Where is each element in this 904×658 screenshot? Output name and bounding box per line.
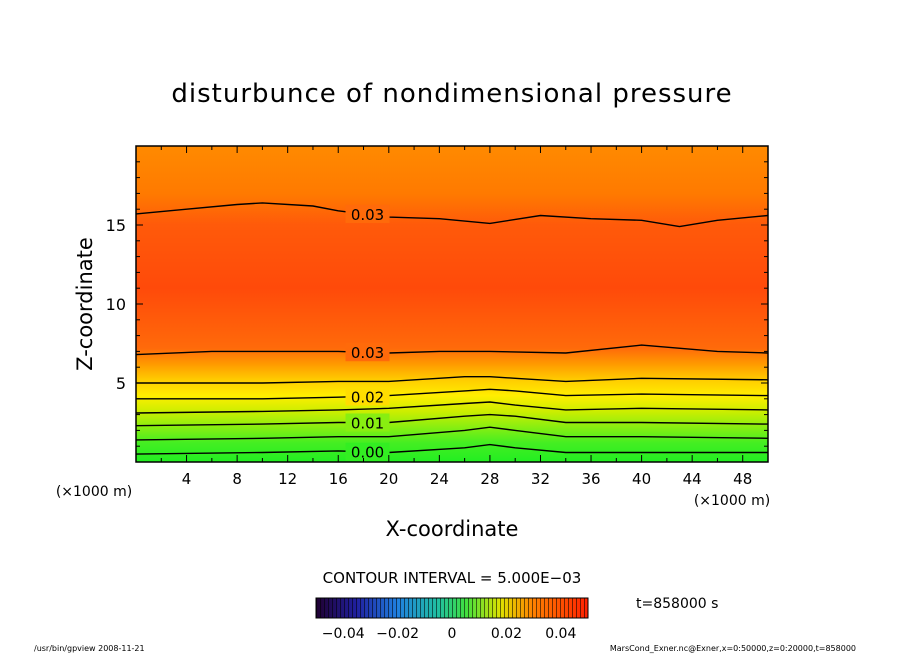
contour-labels: 0.00 0.01 0.02 0.03 0.03 [345,204,390,462]
y-axis-label: Z-coordinate [73,237,97,371]
contour-label-bg [345,413,390,432]
time-label: t=858000 s [636,596,718,612]
contour-label-bg [345,442,390,461]
x-tick-label: 32 [531,470,550,488]
colorbar-tick-label: −0.04 [322,626,365,642]
x-tick-label: 36 [581,470,600,488]
colorbar-ticks: −0.04 −0.02 0 0.02 0.04 [322,626,577,642]
y-axis: 5 10 15 [106,161,768,447]
contour-label: 0.03 [351,344,384,362]
x-axis: 4 8 12 16 20 24 28 32 36 40 44 48 [160,146,752,488]
y-tick-label: 5 [116,374,126,393]
contour-interval-text: CONTOUR INTERVAL = 5.000E−03 [323,569,582,587]
contour-line [136,401,768,414]
x-tick-label: 28 [480,470,499,488]
colorbar-tick-label: 0.02 [491,626,522,642]
contour-line [136,426,768,441]
contour-line [136,344,768,356]
x-tick-label: 48 [733,470,752,488]
x-tick-label: 40 [632,470,651,488]
contour-label-bg [345,387,390,406]
contour-label: 0.03 [351,206,384,224]
y-tick-label: 10 [106,295,126,314]
contour-lines [136,202,768,455]
contour-line [136,202,768,228]
contour-label: 0.00 [351,444,384,462]
contour-label-bg [345,204,390,223]
x-tick-label: 24 [430,470,449,488]
y-tick-label: 15 [106,216,126,235]
x-tick-label: 16 [329,470,348,488]
colorbar-frame [315,597,589,619]
contour-line [136,413,768,427]
colorbar-tick-label: 0.04 [545,626,576,642]
colorbar-hatching [316,598,588,618]
x-tick-label: 20 [379,470,398,488]
colorbar-tick-label: 0 [448,626,457,642]
x-tick-label: 4 [182,470,192,488]
x-axis-label: X-coordinate [386,517,519,541]
contour-label: 0.01 [351,415,384,433]
footer-left: /usr/bin/gpview 2008-11-21 [34,644,145,653]
x-tick-label: 12 [278,470,297,488]
contour-line [136,443,768,455]
x-tick-label: 44 [683,470,702,488]
contour-field [136,146,768,462]
contour-label-bg [345,343,390,362]
y-unit-label: (×1000 m) [56,484,132,500]
contour-label: 0.02 [351,388,384,406]
x-unit-label: (×1000 m) [694,493,770,509]
chart-title: disturbunce of nondimensional pressure [171,79,732,109]
footer-right: MarsCond_Exner.nc@Exner,x=0:50000,z=0:20… [610,644,856,653]
colorbar-tick-label: −0.02 [376,626,419,642]
contour-line [136,376,768,384]
x-tick-label: 8 [232,470,242,488]
contour-line [136,388,768,400]
